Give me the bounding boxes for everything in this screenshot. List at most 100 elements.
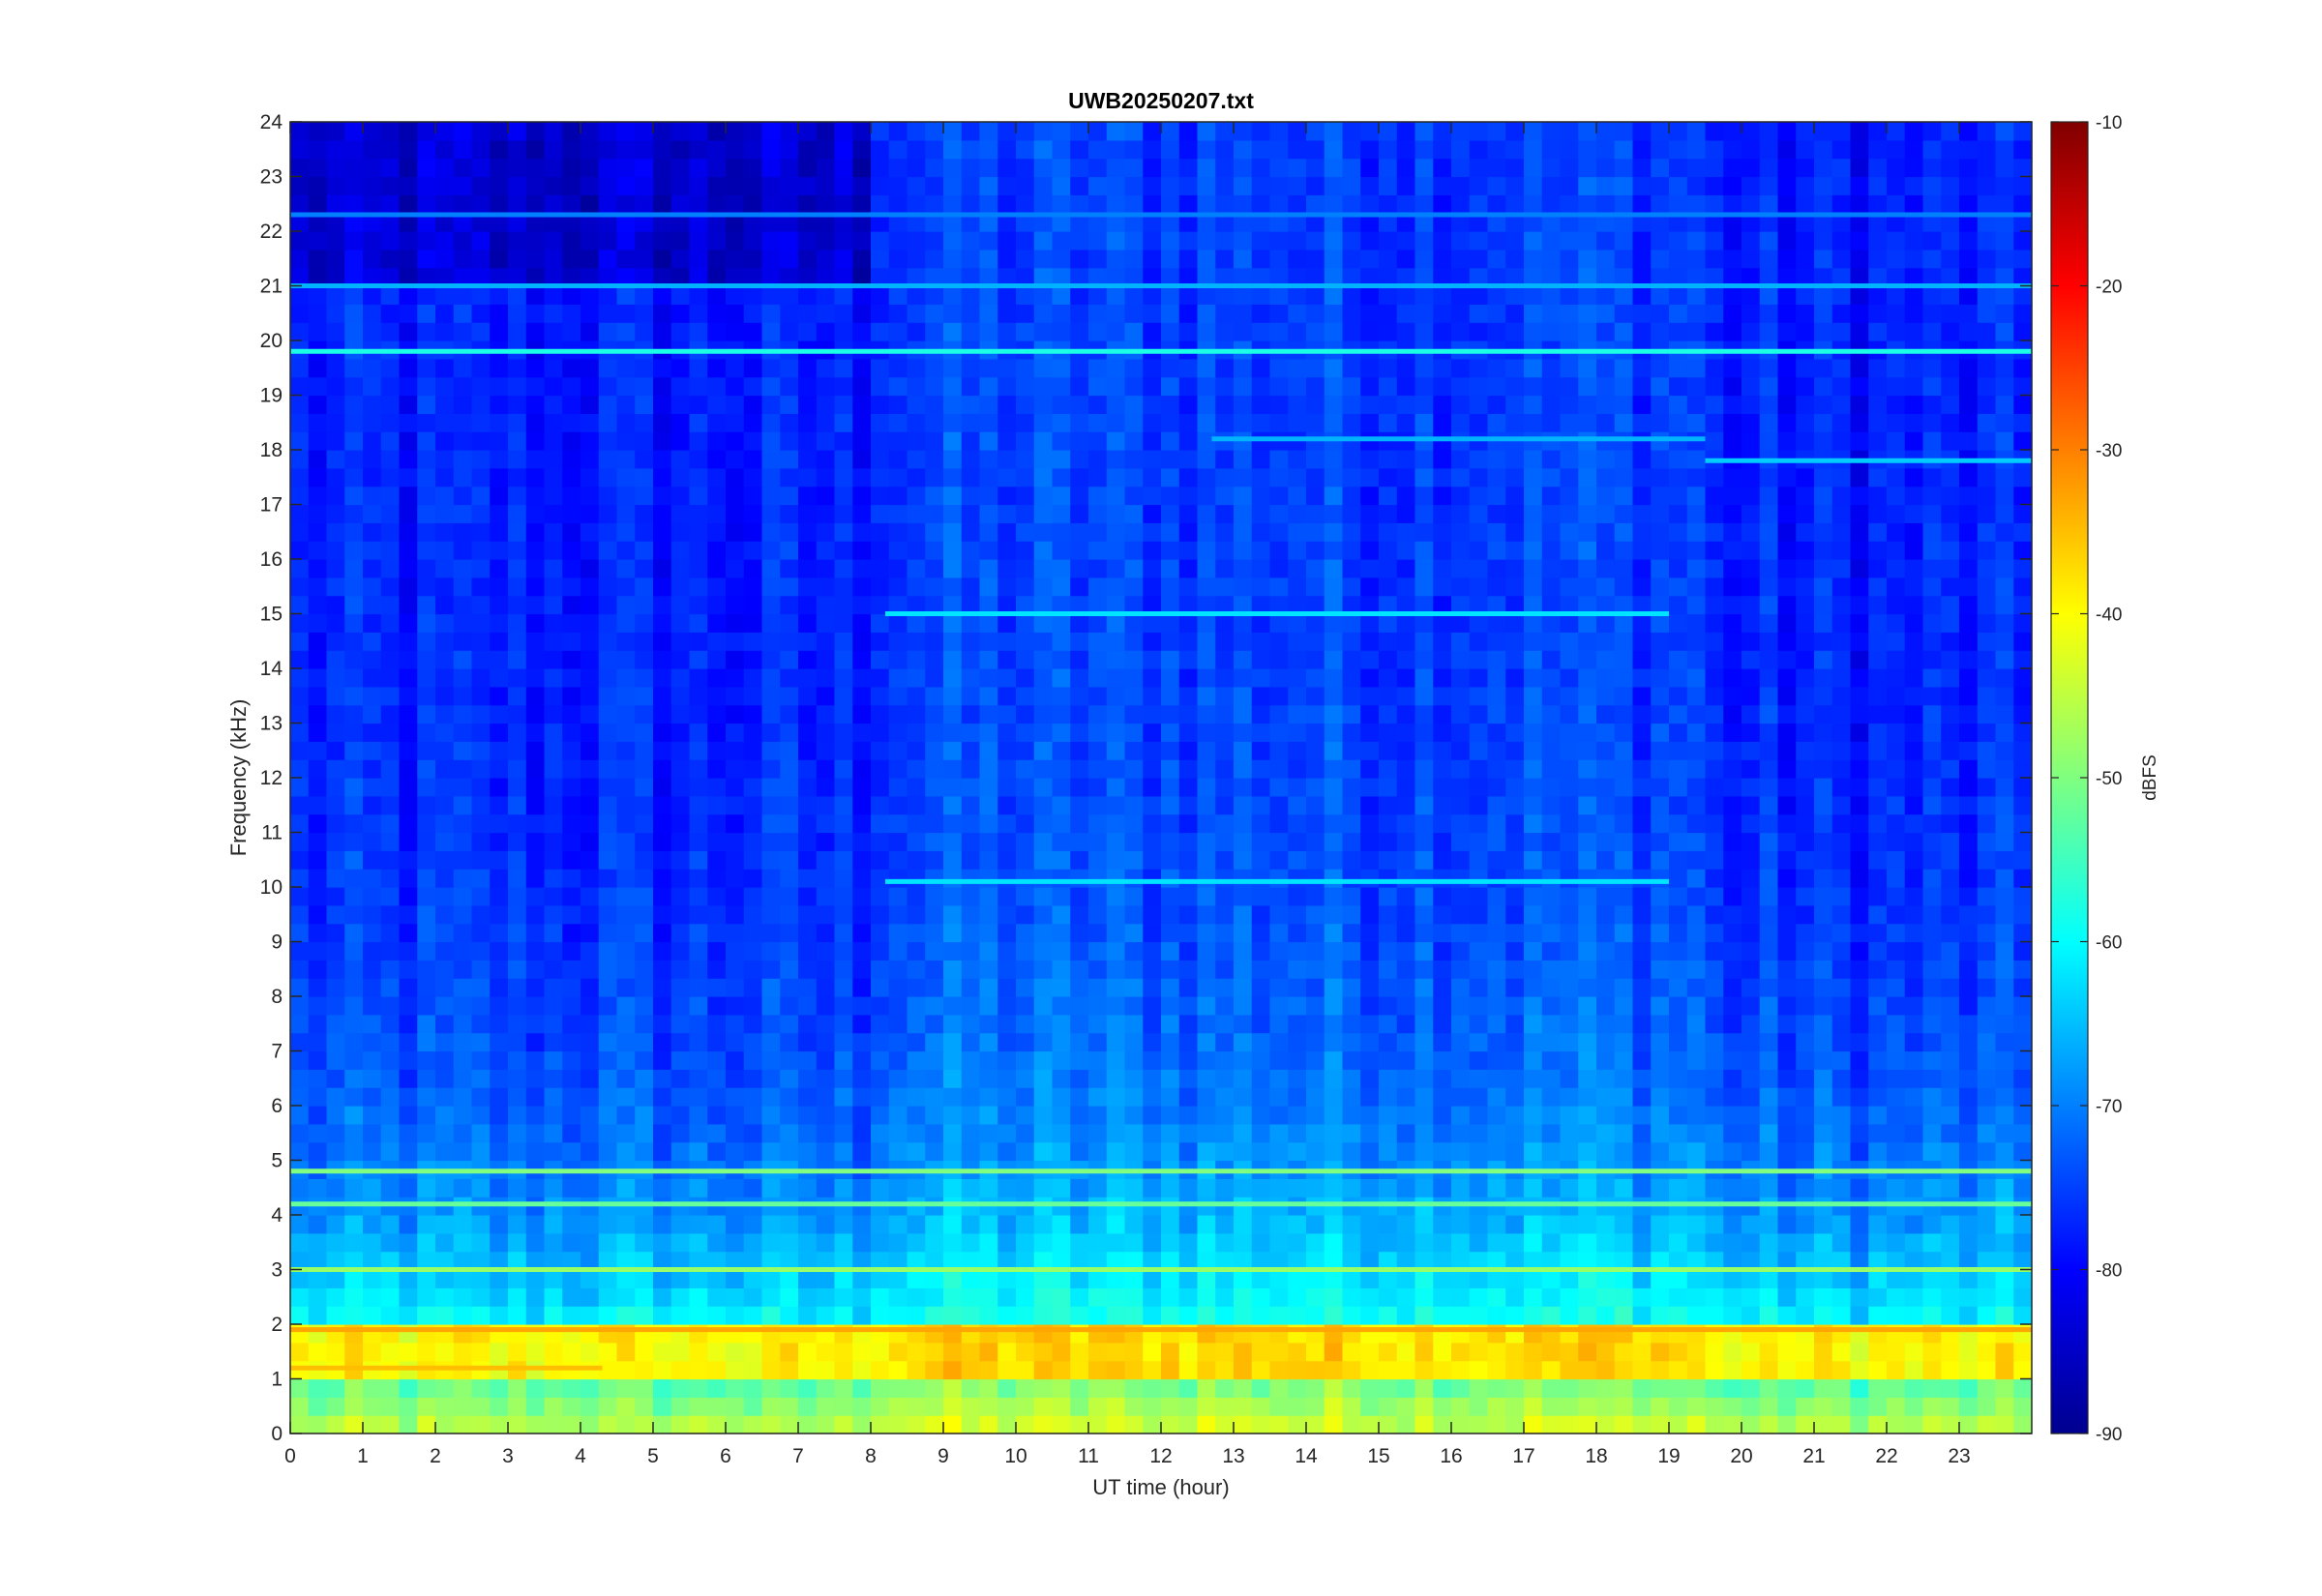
heatmap-cell — [925, 522, 944, 542]
heatmap-cell — [508, 923, 527, 943]
heatmap-cell — [1197, 923, 1216, 943]
heatmap-cell — [871, 1306, 890, 1325]
heatmap-cell — [453, 904, 473, 925]
heatmap-cell — [907, 1324, 926, 1344]
heatmap-cell — [1251, 832, 1271, 851]
heatmap-cell — [1995, 795, 2014, 815]
heatmap-cell — [399, 1287, 418, 1307]
heatmap-cell — [290, 813, 310, 834]
heatmap-cell — [1396, 1123, 1416, 1143]
heatmap-cell — [1197, 1397, 1216, 1416]
heatmap-cell — [1995, 1014, 2014, 1034]
heatmap-cell — [653, 1287, 672, 1307]
heatmap-cell — [598, 996, 618, 1016]
heatmap-cell — [1723, 486, 1742, 506]
heatmap-cell — [453, 650, 473, 669]
heatmap-cell — [1143, 996, 1162, 1016]
heatmap-cell — [1197, 1360, 1216, 1380]
heatmap-cell — [1234, 559, 1253, 578]
heatmap-cell — [653, 1324, 672, 1344]
heatmap-cell — [544, 978, 563, 997]
heatmap-cell — [380, 576, 401, 597]
heatmap-cell — [834, 904, 853, 925]
heatmap-cell — [997, 1069, 1017, 1088]
heatmap-cell — [670, 869, 691, 888]
heatmap-cell — [1215, 1415, 1235, 1434]
heatmap-cell — [308, 1014, 328, 1034]
heatmap-cell — [743, 1397, 763, 1416]
heatmap-cell — [1850, 978, 1869, 997]
heatmap-cell — [1143, 1378, 1162, 1398]
heatmap-cell — [616, 522, 636, 542]
heatmap-cell — [743, 522, 763, 542]
heatmap-cell — [290, 1032, 310, 1052]
heatmap-cell — [1959, 795, 1979, 815]
heatmap-cell — [1596, 1123, 1616, 1143]
heatmap-cell — [344, 650, 364, 669]
heatmap-cell — [1306, 1232, 1325, 1253]
heatmap-cell — [1941, 741, 1960, 760]
heatmap-cell — [344, 613, 364, 633]
heatmap-cell — [363, 996, 382, 1016]
heatmap-cell — [743, 1141, 763, 1162]
heatmap-cell — [616, 723, 636, 742]
heatmap-cell — [1524, 1141, 1543, 1162]
heatmap-cell — [508, 595, 527, 615]
heatmap-cell — [780, 1306, 799, 1325]
heatmap-cell — [1306, 978, 1325, 997]
heatmap-cell — [1379, 960, 1398, 979]
heatmap-cell — [1941, 778, 1960, 797]
heatmap-cell — [1705, 1360, 1724, 1380]
heatmap-cell — [580, 632, 600, 651]
heatmap-cell — [344, 978, 364, 997]
heatmap-cell — [1306, 595, 1325, 615]
heatmap-cell — [1959, 1324, 1979, 1344]
heatmap-cell — [1977, 1141, 1997, 1162]
heatmap-cell — [1016, 650, 1035, 669]
heatmap-cell — [380, 1324, 401, 1344]
heatmap-cell — [1850, 1178, 1869, 1197]
heatmap-cell — [1922, 686, 1942, 706]
heatmap-cell — [1379, 923, 1398, 943]
heatmap-cell — [399, 978, 418, 997]
heatmap-cell — [961, 1087, 981, 1107]
heatmap-cell — [1052, 869, 1071, 888]
heatmap-cell — [2013, 486, 2033, 506]
heatmap-cell — [635, 1378, 654, 1398]
heatmap-cell — [1705, 1014, 1724, 1034]
heatmap-cell — [1524, 632, 1543, 651]
heatmap-cell — [997, 996, 1017, 1016]
heatmap-cell — [1433, 996, 1452, 1016]
heatmap-cell — [670, 1342, 691, 1362]
heatmap-cell — [1433, 832, 1452, 851]
heatmap-cell — [780, 1324, 799, 1344]
heatmap-cell — [616, 486, 636, 506]
heatmap-cell — [1814, 1050, 1833, 1070]
heatmap-cell — [1922, 576, 1942, 597]
heatmap-cell — [707, 1069, 727, 1088]
heatmap-cell — [1831, 1069, 1852, 1088]
heatmap-cell — [1922, 887, 1942, 906]
heatmap-cell — [907, 923, 926, 943]
heatmap-cell — [1106, 1287, 1126, 1307]
heatmap-cell — [544, 1378, 563, 1398]
heatmap-cell — [761, 1397, 781, 1416]
heatmap-cell — [670, 559, 691, 578]
heatmap-cell — [1288, 1069, 1307, 1088]
heatmap-cell — [689, 869, 708, 888]
heatmap-cell — [852, 559, 872, 578]
heatmap-cell — [816, 723, 836, 742]
heatmap-cell — [907, 650, 926, 669]
heatmap-cell — [653, 1050, 672, 1070]
heatmap-cell — [1850, 759, 1869, 779]
heatmap-cell — [780, 595, 799, 615]
heatmap-cell — [1143, 559, 1162, 578]
heatmap-cell — [925, 723, 944, 742]
heatmap-cell — [761, 996, 781, 1016]
heatmap-cell — [1451, 1106, 1471, 1125]
heatmap-cell — [1379, 1269, 1398, 1288]
heatmap-cell — [1814, 1287, 1833, 1307]
heatmap-cell — [363, 541, 382, 560]
heatmap-cell — [363, 1141, 382, 1162]
heatmap-cell — [816, 741, 836, 760]
